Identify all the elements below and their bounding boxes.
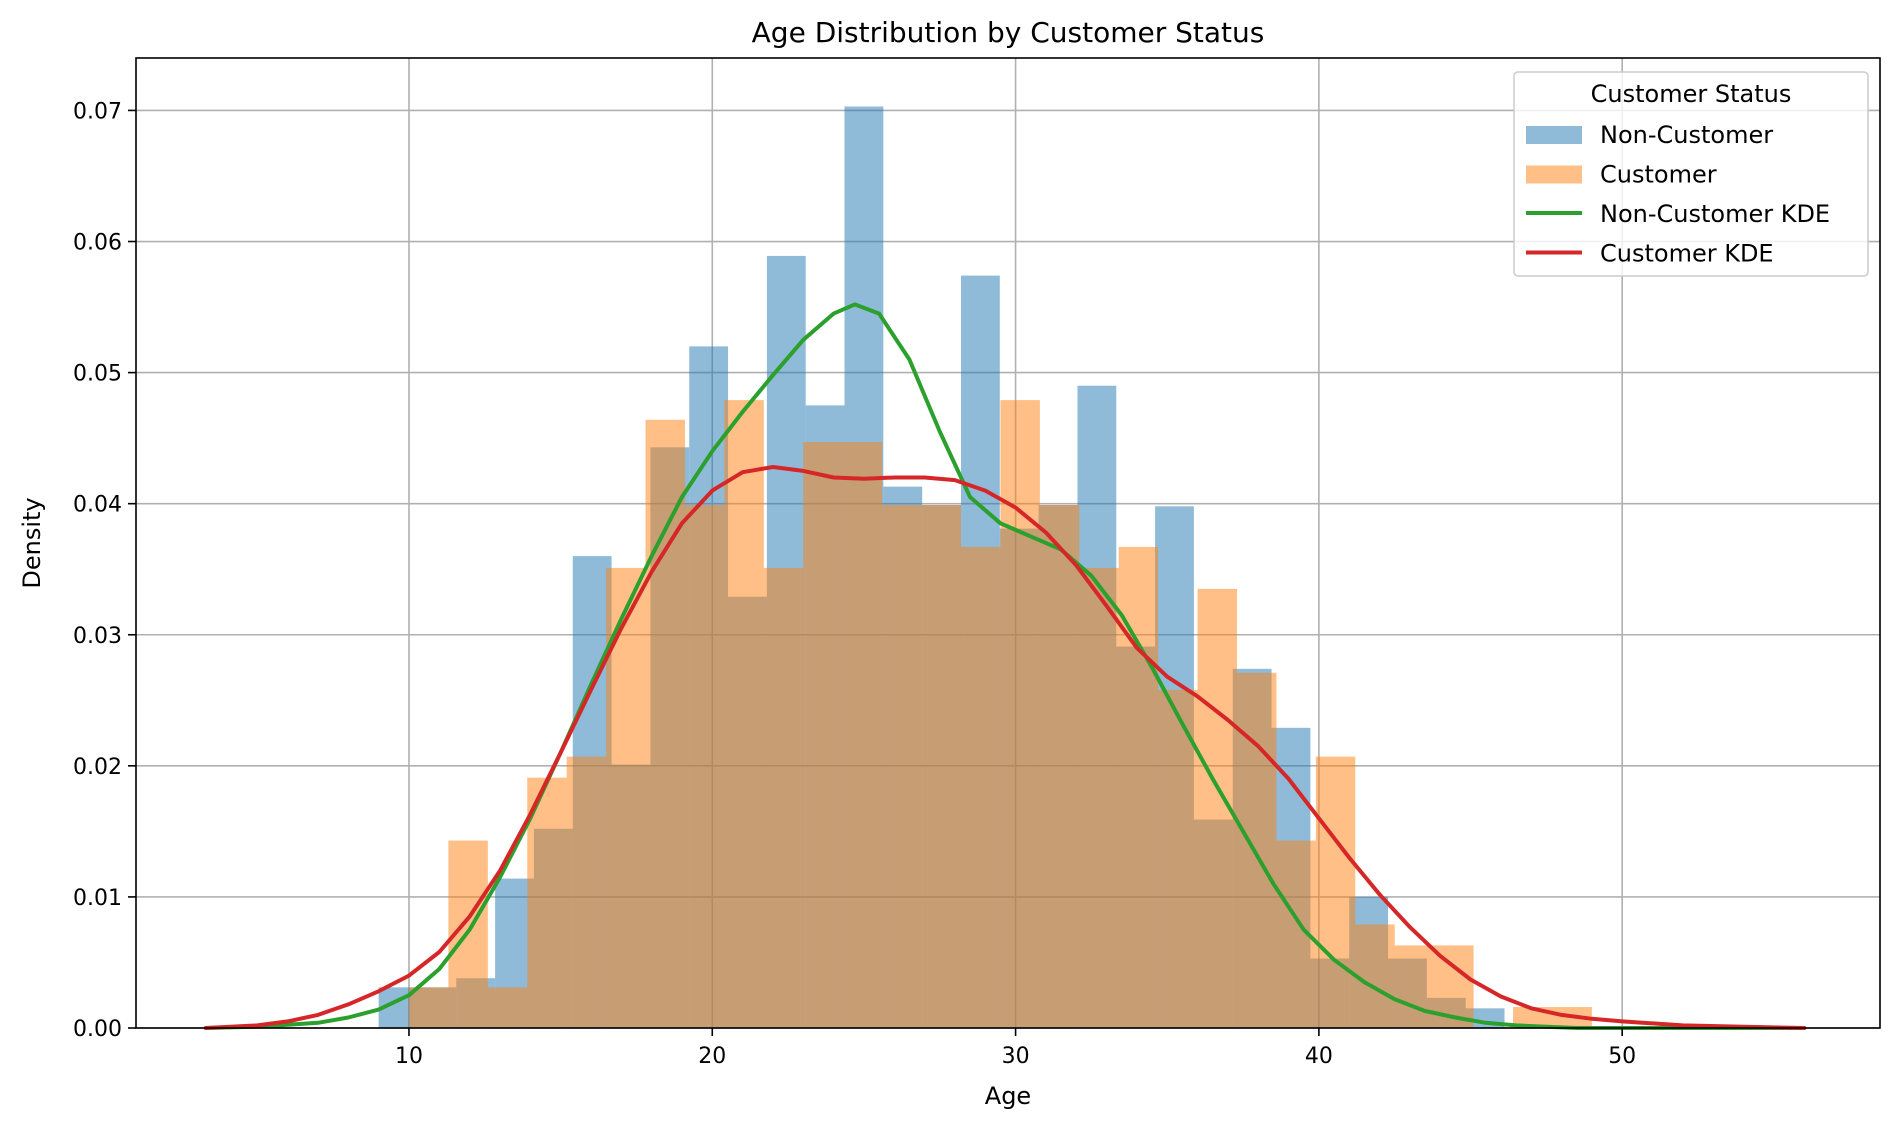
x-tick-label: 30	[1002, 1044, 1030, 1069]
histogram-bar	[1079, 567, 1119, 1028]
histogram-bar	[566, 756, 607, 1028]
y-tick-label: 0.03	[73, 624, 122, 649]
kde-lines	[203, 302, 1807, 1030]
histogram-bar	[842, 442, 883, 1028]
x-tick-label: 40	[1305, 1044, 1333, 1069]
histogram-bar	[1394, 945, 1435, 1028]
histogram-bar	[1236, 672, 1277, 1028]
y-tick-label: 0.06	[73, 231, 122, 256]
histogram-bar	[1000, 400, 1040, 1029]
x-tick-label: 50	[1608, 1044, 1636, 1069]
plot-frame	[135, 57, 1881, 1029]
y-tick-label: 0.04	[73, 493, 122, 518]
histogram-bar	[645, 419, 685, 1028]
histogram-bar	[1039, 504, 1080, 1029]
y-axis-label: Density	[18, 497, 46, 588]
y-tick-label: 0.05	[73, 362, 122, 387]
legend-label-non-customer: Non-Customer	[1600, 121, 1773, 149]
y-tick-label: 0.07	[73, 99, 122, 124]
kde-line-non-customer-kde	[203, 302, 1807, 1030]
legend-label-customer-kde: Customer KDE	[1600, 240, 1774, 268]
histogram-bar	[1118, 546, 1159, 1028]
histogram-bar	[684, 504, 725, 1029]
kde-line-customer-kde	[203, 465, 1807, 1030]
y-tick-label: 0.02	[73, 755, 122, 780]
x-tick-label: 20	[698, 1044, 726, 1069]
histogram-bar	[1315, 756, 1356, 1028]
histogram-bar	[960, 546, 1001, 1028]
y-tick-label: 0.01	[73, 886, 122, 911]
histogram-bar	[527, 777, 567, 1028]
legend-swatch-non-customer	[1526, 126, 1582, 144]
histogram-bar	[408, 987, 449, 1028]
x-tick-label: 10	[395, 1044, 423, 1069]
histogram-bar	[487, 987, 528, 1028]
legend-swatch-customer	[1526, 165, 1582, 184]
histogram-bar	[803, 442, 843, 1028]
legend-label-non-customer-kde: Non-Customer KDE	[1600, 200, 1830, 228]
legend-label-customer: Customer	[1600, 161, 1717, 189]
chart-title: Age Distribution by Customer Status	[752, 16, 1265, 49]
histogram-bar	[724, 400, 764, 1029]
histogram-customer	[408, 400, 1592, 1029]
legend-title: Customer Status	[1591, 80, 1792, 108]
histogram-bars	[378, 106, 1592, 1029]
histogram-bar	[921, 504, 961, 1029]
histogram-bar	[763, 567, 804, 1028]
x-axis-label: Age	[985, 1082, 1031, 1110]
histogram-bar	[1158, 689, 1198, 1028]
y-tick-label: 0.00	[73, 1017, 122, 1042]
histogram-bar	[882, 504, 922, 1029]
axis-ticks: 10 20 30 40 50 0.00 0.01 0.02 0.03 0.04 0.05 0.06 0.…	[73, 99, 1636, 1069]
histogram-bar	[1355, 924, 1395, 1028]
legend: Customer Status Non-Customer Customer Non-…	[1513, 71, 1869, 277]
legend-box	[1513, 71, 1869, 277]
